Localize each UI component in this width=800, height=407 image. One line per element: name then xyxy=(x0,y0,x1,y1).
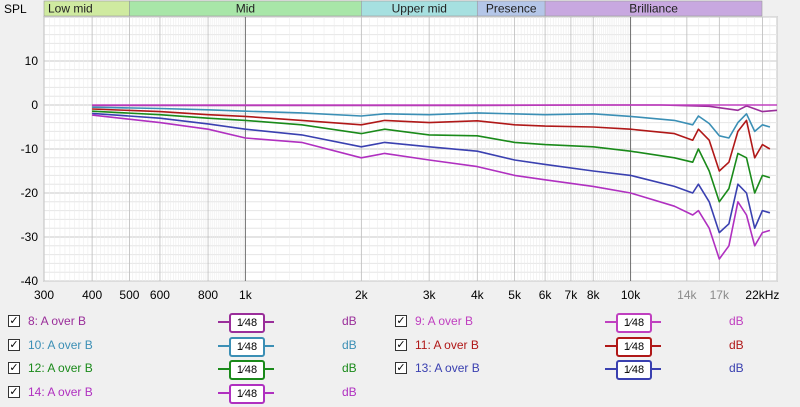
legend-label: 11: A over B xyxy=(415,337,479,352)
legend-checkbox[interactable]: ✓ xyxy=(395,362,407,374)
x-tick-label: 4k xyxy=(471,288,485,302)
x-tick-label: 14k xyxy=(677,288,697,302)
x-tick-label: 8k xyxy=(587,288,601,302)
frequency-bands: Low mid Mid Upper mid Presence Brilliance xyxy=(43,0,763,17)
y-tick-labels: 10 0 -10 -20 -30 -40 xyxy=(21,54,39,288)
y-axis-label: SPL xyxy=(4,2,27,16)
band-2: Upper mid xyxy=(361,0,478,17)
smoothing-label: 1⁄48 xyxy=(616,313,652,333)
x-tick-label: 800 xyxy=(198,288,218,302)
x-tick-label: 17k xyxy=(710,288,730,302)
smoothing-indicator[interactable]: 1⁄48 xyxy=(218,359,274,380)
series-line-2 xyxy=(92,106,771,139)
legend-label: 8: A over B xyxy=(28,314,87,328)
x-tick-label: 22kHz xyxy=(745,288,779,302)
x-tick-labels: 300 400 500 600 800 1k 2k 3k 4k 5k 6k 7k 8k 10k 14k 17k… xyxy=(34,288,779,302)
x-tick-label: 3k xyxy=(423,288,437,302)
x-tick-label: 2k xyxy=(355,288,369,302)
y-tick-label: 0 xyxy=(31,98,38,112)
x-tick-label: 10k xyxy=(621,288,641,302)
smoothing-label: 1⁄48 xyxy=(616,336,652,357)
legend-item: ✓ 14: A over B 1⁄48 dB xyxy=(8,383,388,405)
y-tick-label: -20 xyxy=(21,186,39,200)
legend-checkbox[interactable]: ✓ xyxy=(8,338,20,351)
smoothing-label: 1⁄48 xyxy=(229,336,265,357)
unit-label: dB xyxy=(342,314,357,328)
band-3: Presence xyxy=(476,0,546,17)
unit-label: dB xyxy=(729,314,744,328)
band-1: Mid xyxy=(129,0,362,17)
legend-checkbox[interactable]: ✓ xyxy=(395,315,407,327)
x-tick-label: 400 xyxy=(82,288,102,302)
y-tick-label: -30 xyxy=(21,230,39,244)
smoothing-label: 1⁄48 xyxy=(229,313,265,333)
frequency-response-chart: Low mid Mid Upper mid Presence Brilliance 10… xyxy=(4,0,779,302)
band-rect xyxy=(544,0,763,17)
x-tick-label: 5k xyxy=(508,288,522,302)
x-tick-label: 500 xyxy=(119,288,139,302)
legend-label: 12: A over B xyxy=(28,361,93,375)
smoothing-indicator[interactable]: 1⁄48 xyxy=(218,383,274,404)
band-label: Presence xyxy=(486,2,537,16)
x-tick-label: 7k xyxy=(565,288,579,302)
y-tick-label: -40 xyxy=(21,274,39,288)
unit-label: dB xyxy=(342,337,357,352)
legend-label: 9: A over B xyxy=(415,314,474,328)
unit-label: dB xyxy=(342,384,357,399)
band-label: Upper mid xyxy=(392,2,447,16)
smoothing-label: 1⁄48 xyxy=(229,383,265,404)
series-lines xyxy=(92,104,778,260)
smoothing-indicator[interactable]: 1⁄48 xyxy=(605,312,661,333)
x-tick-label: 1k xyxy=(239,288,253,302)
band-4: Brilliance xyxy=(544,0,763,17)
legend-item: ✓ 8: A over B 1⁄48 dB xyxy=(8,312,388,334)
band-0: Low mid xyxy=(43,0,130,17)
band-label: Mid xyxy=(236,2,255,16)
series-line-6 xyxy=(92,114,771,260)
legend-label: 14: A over B xyxy=(28,384,93,399)
legend-label: 13: A over B xyxy=(415,361,480,375)
legend-label: 10: A over B xyxy=(28,337,93,352)
smoothing-indicator[interactable]: 1⁄48 xyxy=(605,359,661,380)
series-line-5 xyxy=(92,112,771,234)
smoothing-indicator[interactable]: 1⁄48 xyxy=(218,336,274,357)
legend-item: ✓ 12: A over B 1⁄48 dB xyxy=(8,359,388,381)
legend-checkbox[interactable]: ✓ xyxy=(395,338,407,351)
legend-item: ✓ 9: A over B 1⁄48 dB xyxy=(395,312,775,334)
x-tick-label: 6k xyxy=(539,288,553,302)
x-tick-label: 600 xyxy=(150,288,170,302)
legend-item: ✓ 13: A over B 1⁄48 dB xyxy=(395,359,775,381)
series-line-4 xyxy=(92,110,771,203)
smoothing-label: 1⁄48 xyxy=(616,360,652,380)
smoothing-label: 1⁄48 xyxy=(229,360,265,380)
x-tick-label: 300 xyxy=(34,288,54,302)
unit-label: dB xyxy=(729,361,744,375)
legend-checkbox[interactable]: ✓ xyxy=(8,385,20,398)
band-label: Low mid xyxy=(48,2,93,16)
smoothing-indicator[interactable]: 1⁄48 xyxy=(605,336,661,357)
smoothing-indicator[interactable]: 1⁄48 xyxy=(218,312,274,333)
unit-label: dB xyxy=(729,337,744,352)
legend-item: ✓ 10: A over B 1⁄48 dB xyxy=(8,336,388,358)
series-line-3 xyxy=(92,108,771,172)
y-tick-label: -10 xyxy=(21,142,39,156)
band-label: Brilliance xyxy=(629,2,678,16)
unit-label: dB xyxy=(342,361,357,375)
y-tick-label: 10 xyxy=(25,54,39,68)
legend-item: ✓ 11: A over B 1⁄48 dB xyxy=(395,336,775,358)
legend-checkbox[interactable]: ✓ xyxy=(8,362,20,374)
legend-checkbox[interactable]: ✓ xyxy=(8,315,20,327)
